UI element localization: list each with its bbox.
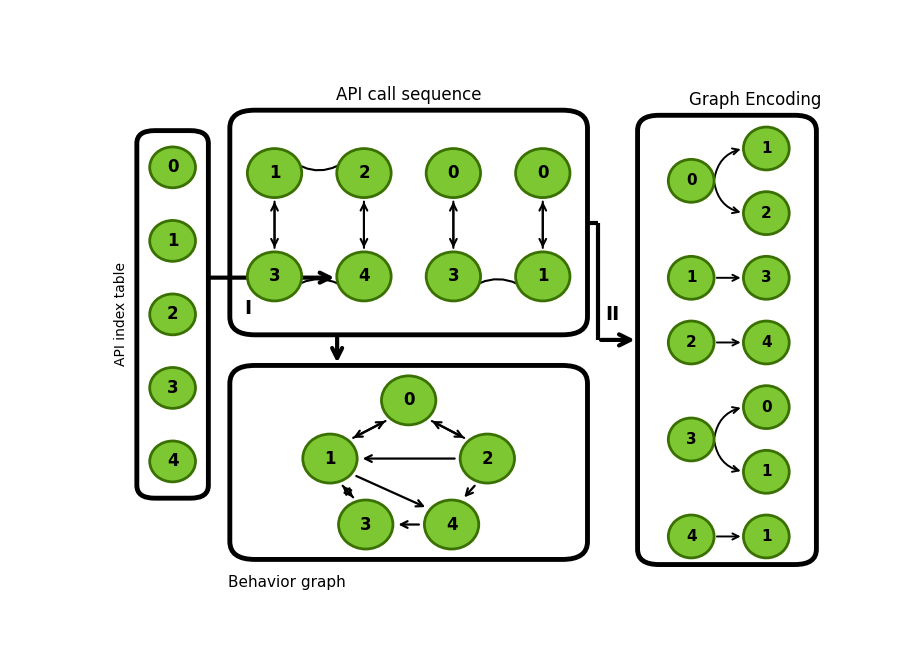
Text: API index table: API index table [114,263,128,367]
Ellipse shape [381,376,436,425]
Text: 2: 2 [167,306,178,324]
Text: 1: 1 [761,141,772,156]
Text: II: II [605,305,619,324]
Ellipse shape [461,434,514,483]
Ellipse shape [743,257,789,299]
Ellipse shape [247,149,302,198]
Ellipse shape [426,149,481,198]
Ellipse shape [303,434,357,483]
Ellipse shape [150,441,196,482]
Text: 4: 4 [167,452,178,471]
Ellipse shape [339,500,393,549]
Text: 0: 0 [537,164,548,182]
Text: 3: 3 [360,516,372,534]
Ellipse shape [247,252,302,301]
Ellipse shape [426,252,481,301]
Text: 0: 0 [167,158,178,176]
Text: 4: 4 [446,516,458,534]
Ellipse shape [150,367,196,408]
Ellipse shape [668,257,714,299]
Text: 3: 3 [269,267,281,285]
Text: 4: 4 [761,335,772,350]
Text: 3: 3 [167,379,178,397]
Text: 1: 1 [269,164,281,182]
Text: 1: 1 [761,529,772,544]
Text: 0: 0 [686,173,697,188]
Ellipse shape [743,386,789,428]
Ellipse shape [516,252,570,301]
Ellipse shape [743,321,789,364]
Ellipse shape [150,221,196,261]
FancyBboxPatch shape [638,115,816,564]
Ellipse shape [516,149,570,198]
Text: 3: 3 [448,267,459,285]
Text: 0: 0 [448,164,459,182]
Text: 1: 1 [686,271,697,285]
Ellipse shape [743,192,789,235]
FancyBboxPatch shape [230,110,588,335]
Ellipse shape [743,127,789,170]
Ellipse shape [150,147,196,188]
Ellipse shape [150,294,196,335]
Text: 1: 1 [537,267,548,285]
Text: 2: 2 [761,206,772,221]
Text: 2: 2 [482,450,493,467]
Text: 2: 2 [686,335,697,350]
Text: Behavior graph: Behavior graph [228,575,346,590]
Ellipse shape [668,418,714,461]
Ellipse shape [425,500,479,549]
FancyBboxPatch shape [137,131,209,498]
Ellipse shape [743,515,789,558]
Text: 3: 3 [761,271,772,285]
Text: 4: 4 [358,267,370,285]
FancyBboxPatch shape [230,365,588,560]
Text: 2: 2 [358,164,370,182]
Ellipse shape [668,321,714,364]
Ellipse shape [337,149,391,198]
Text: Graph Encoding: Graph Encoding [689,91,821,109]
Text: I: I [245,299,251,318]
Text: 0: 0 [761,400,772,414]
Text: 4: 4 [686,529,697,544]
Ellipse shape [743,450,789,493]
Text: 1: 1 [167,232,178,250]
Text: 0: 0 [403,391,414,409]
Ellipse shape [668,515,714,558]
Text: 3: 3 [686,432,697,447]
Text: 1: 1 [324,450,336,467]
Text: 1: 1 [761,464,772,479]
Ellipse shape [337,252,391,301]
Text: API call sequence: API call sequence [336,86,482,104]
Ellipse shape [668,159,714,202]
